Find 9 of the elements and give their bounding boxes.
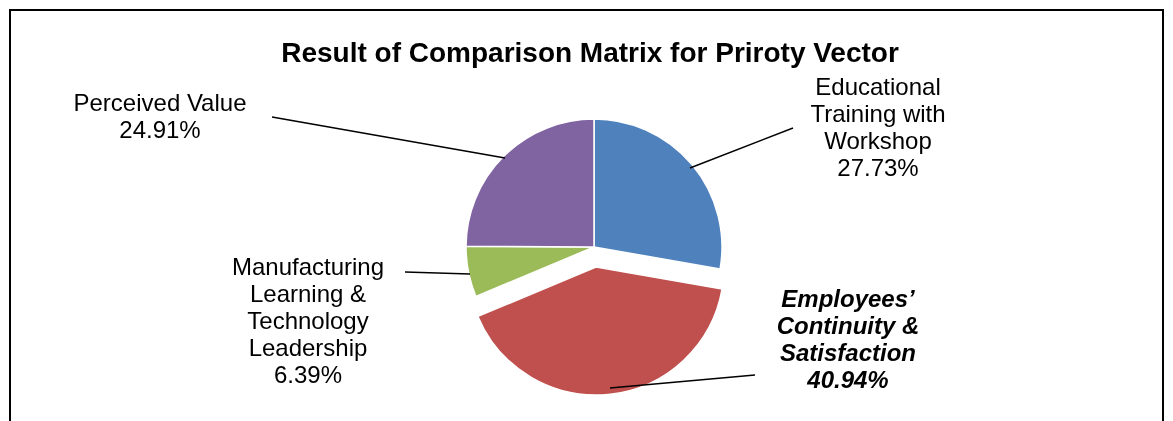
slice-label: Perceived Value xyxy=(73,89,247,116)
slice-label: Employees’ Continuity & Satisfaction xyxy=(776,285,920,366)
data-label: 24.91% xyxy=(119,116,201,143)
data-label: 6.39% xyxy=(273,361,343,388)
slice-label: Educational Training with Workshop xyxy=(810,73,946,154)
chart-title: Result of Comparison Matrix for Priroty Vector xyxy=(281,37,899,68)
data-label: 40.94% xyxy=(806,366,889,393)
data-label: 27.73% xyxy=(837,154,919,181)
slice-label: Manufacturing Learning & Technology Leadership xyxy=(231,253,385,361)
